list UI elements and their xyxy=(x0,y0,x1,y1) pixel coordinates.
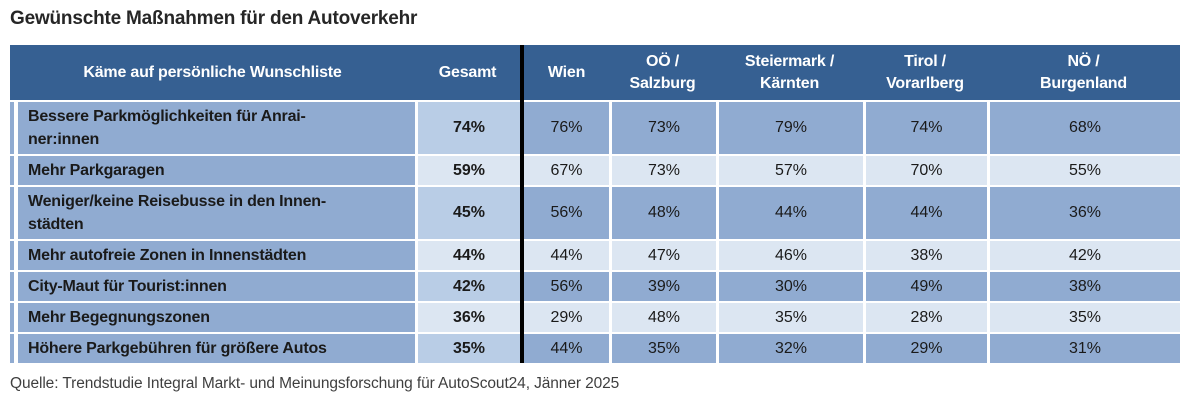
cell-steiermark-kaernten: 57% xyxy=(716,156,863,185)
cell-wien: 56% xyxy=(524,187,609,239)
cell-ooe-salzburg: 73% xyxy=(609,156,716,185)
cell-wien: 56% xyxy=(524,272,609,301)
row-label: Mehr Begegnungszonen xyxy=(16,303,415,332)
header-gesamt: Gesamt xyxy=(415,45,520,100)
header-line: Wien xyxy=(547,63,586,81)
header-line: Steiermark / xyxy=(744,52,835,70)
cell-noe-burgenland: 36% xyxy=(987,187,1180,239)
cell-tirol-vorarlberg: 49% xyxy=(863,272,987,301)
table-row: Mehr Begegnungszonen 36% 29% 48% 35% 28%… xyxy=(10,303,1180,332)
header-line: Salzburg xyxy=(629,74,696,92)
page-title: Gewünschte Maßnahmen für den Autoverkehr xyxy=(10,8,418,29)
header-steiermark-kaernten: Steiermark / Kärnten xyxy=(716,45,863,100)
header-line: OÖ / xyxy=(646,52,679,70)
row-label: Höhere Parkgebühren für größere Autos xyxy=(16,334,415,363)
cell-noe-burgenland: 42% xyxy=(987,241,1180,270)
cell-tirol-vorarlberg: 74% xyxy=(863,102,987,154)
row-left-strip xyxy=(10,272,14,301)
cell-steiermark-kaernten: 35% xyxy=(716,303,863,332)
header-ooe-salzburg: OÖ / Salzburg xyxy=(609,45,716,100)
header-wishlist: Käme auf persönliche Wunschliste xyxy=(10,45,415,100)
header-wien: Wien xyxy=(524,45,609,100)
table-row: Bessere Parkmöglichkeiten für Anrai- ner… xyxy=(10,102,1180,154)
row-left-strip xyxy=(10,102,14,154)
cell-gesamt: 45% xyxy=(415,187,520,239)
row-left-strip xyxy=(10,156,14,185)
header-line: Burgenland xyxy=(1040,74,1127,92)
row-left-strip xyxy=(10,303,14,332)
cell-gesamt: 59% xyxy=(415,156,520,185)
cell-noe-burgenland: 35% xyxy=(987,303,1180,332)
measures-table: Käme auf persönliche Wunschliste Gesamt … xyxy=(10,45,1180,363)
cell-ooe-salzburg: 48% xyxy=(609,303,716,332)
header-tirol-vorarlberg: Tirol / Vorarlberg xyxy=(863,45,987,100)
row-label: Bessere Parkmöglichkeiten für Anrai- ner… xyxy=(16,102,415,154)
cell-gesamt: 74% xyxy=(415,102,520,154)
cell-noe-burgenland: 68% xyxy=(987,102,1180,154)
page: Gewünschte Maßnahmen für den Autoverkehr… xyxy=(10,8,1180,392)
header-line: Tirol / xyxy=(904,52,946,70)
header-line: NÖ / xyxy=(1067,52,1100,70)
cell-tirol-vorarlberg: 29% xyxy=(863,334,987,363)
gesamt-divider-line xyxy=(520,45,524,363)
cell-ooe-salzburg: 47% xyxy=(609,241,716,270)
cell-steiermark-kaernten: 32% xyxy=(716,334,863,363)
cell-steiermark-kaernten: 46% xyxy=(716,241,863,270)
cell-wien: 44% xyxy=(524,334,609,363)
cell-noe-burgenland: 55% xyxy=(987,156,1180,185)
cell-noe-burgenland: 31% xyxy=(987,334,1180,363)
cell-wien: 76% xyxy=(524,102,609,154)
row-left-strip xyxy=(10,334,14,363)
cell-gesamt: 44% xyxy=(415,241,520,270)
row-label: Mehr autofreie Zonen in Innenstädten xyxy=(16,241,415,270)
row-label: City-Maut für Tourist:innen xyxy=(16,272,415,301)
cell-gesamt: 42% xyxy=(415,272,520,301)
table-row: City-Maut für Tourist:innen 42% 56% 39% … xyxy=(10,272,1180,301)
cell-tirol-vorarlberg: 38% xyxy=(863,241,987,270)
cell-wien: 67% xyxy=(524,156,609,185)
table-row: Höhere Parkgebühren für größere Autos 35… xyxy=(10,334,1180,363)
source-note: Quelle: Trendstudie Integral Markt- und … xyxy=(10,375,620,392)
cell-tirol-vorarlberg: 44% xyxy=(863,187,987,239)
row-left-strip xyxy=(10,241,14,270)
cell-steiermark-kaernten: 79% xyxy=(716,102,863,154)
cell-ooe-salzburg: 48% xyxy=(609,187,716,239)
row-left-strip xyxy=(10,187,14,239)
cell-wien: 44% xyxy=(524,241,609,270)
cell-steiermark-kaernten: 30% xyxy=(716,272,863,301)
table-row: Mehr autofreie Zonen in Innenstädten 44%… xyxy=(10,241,1180,270)
header-line: Kärnten xyxy=(759,74,820,92)
header-line: Vorarlberg xyxy=(886,74,964,92)
cell-ooe-salzburg: 39% xyxy=(609,272,716,301)
table-header-row: Käme auf persönliche Wunschliste Gesamt … xyxy=(10,45,1180,100)
cell-steiermark-kaernten: 44% xyxy=(716,187,863,239)
table-row: Weniger/keine Reisebusse in den Innen- s… xyxy=(10,187,1180,239)
cell-noe-burgenland: 38% xyxy=(987,272,1180,301)
cell-ooe-salzburg: 73% xyxy=(609,102,716,154)
table-row: Mehr Parkgaragen 59% 67% 73% 57% 70% 55% xyxy=(10,156,1180,185)
cell-gesamt: 35% xyxy=(415,334,520,363)
cell-tirol-vorarlberg: 28% xyxy=(863,303,987,332)
header-noe-burgenland: NÖ / Burgenland xyxy=(987,45,1180,100)
row-label: Mehr Parkgaragen xyxy=(16,156,415,185)
cell-wien: 29% xyxy=(524,303,609,332)
row-label: Weniger/keine Reisebusse in den Innen- s… xyxy=(16,187,415,239)
cell-gesamt: 36% xyxy=(415,303,520,332)
cell-tirol-vorarlberg: 70% xyxy=(863,156,987,185)
cell-ooe-salzburg: 35% xyxy=(609,334,716,363)
